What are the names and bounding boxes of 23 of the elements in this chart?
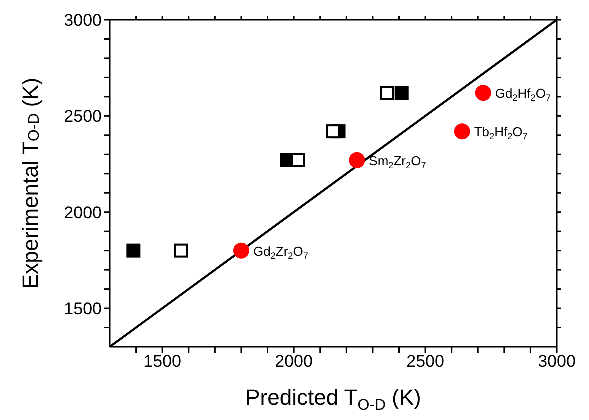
point	[475, 85, 492, 102]
x-tick-label: 2000	[275, 352, 313, 372]
x-tick-label: 1500	[144, 352, 182, 372]
point	[349, 152, 366, 168]
y-tick-label: 2000	[64, 203, 102, 222]
point	[454, 124, 470, 140]
x-axis-title: Predicted T$_{O-D}$ (K)	[246, 385, 422, 414]
annotation: Tb$_{2}$Hf$_{2}$O$_{7}$	[474, 124, 528, 142]
x-tick-label: 3000	[538, 352, 576, 372]
point	[174, 244, 188, 258]
y-tick-label: 2500	[64, 107, 102, 126]
point	[380, 86, 394, 100]
annotation: Gd$_{2}$Zr$_{2}$O$_{7}$	[253, 244, 308, 261]
point	[326, 124, 340, 139]
x-tick-label: 2500	[406, 352, 444, 372]
annotation: Sm$_{2}$Zr$_{2}$O$_{7}$	[369, 153, 426, 170]
point	[394, 86, 409, 100]
y-tick-label: 1500	[64, 300, 102, 319]
annotation: Gd$_{2}$Hf$_{2}$O$_{7}$	[495, 86, 552, 103]
point	[233, 242, 250, 259]
y-tick-label: 3000	[64, 11, 102, 30]
point	[126, 244, 141, 258]
point	[291, 153, 306, 168]
